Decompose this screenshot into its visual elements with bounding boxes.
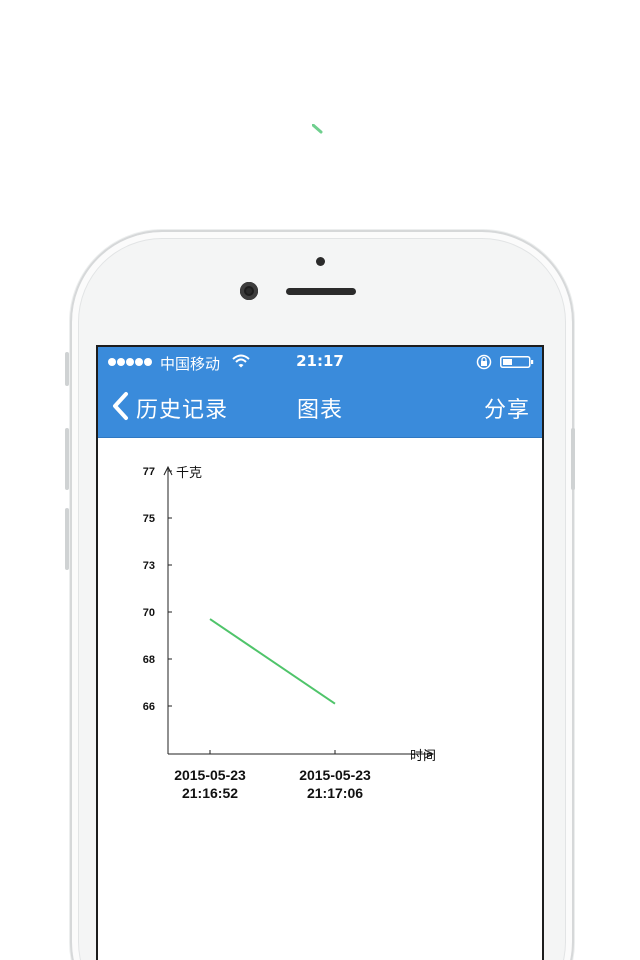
status-time: 21:17	[296, 352, 344, 370]
y-tick-label: 66	[143, 701, 155, 713]
front-camera	[240, 282, 258, 300]
x-axis-arrow-icon	[424, 749, 435, 759]
y-tick-label: 68	[143, 654, 155, 666]
x-tick-group: 2015-05-23 21:16:52 2015-05-23 21:17:06	[174, 750, 371, 801]
x-tick-date-label: 2015-05-23	[299, 767, 371, 783]
phone-screen: 中国移动 21:17	[96, 345, 544, 960]
y-tick-label: 73	[143, 560, 155, 572]
page-title: 图表	[296, 398, 343, 423]
decorative-mark	[312, 124, 323, 134]
navigation-bar: 历史记录 图表 分享	[98, 377, 542, 437]
volume-up-button	[65, 428, 69, 490]
y-axis-title: 千克	[176, 466, 202, 481]
app-header: 中国移动 21:17	[98, 347, 542, 438]
mute-switch	[65, 352, 69, 386]
signal-dots-icon	[108, 358, 153, 366]
x-tick-time-label: 21:16:52	[182, 785, 238, 801]
x-axis-title: 时间	[410, 749, 436, 764]
volume-down-button	[65, 508, 69, 570]
chevron-left-icon[interactable]	[110, 391, 130, 421]
wifi-icon	[232, 354, 250, 368]
battery-icon	[500, 356, 534, 368]
y-tick-label: 70	[143, 607, 155, 619]
power-button	[571, 428, 575, 490]
series-group	[209, 618, 336, 705]
y-tick-label: 77	[143, 466, 155, 478]
carrier-name: 中国移动	[160, 355, 221, 373]
weight-series-line	[209, 618, 336, 705]
x-tick-date-label: 2015-05-23	[174, 767, 246, 783]
proximity-sensor	[316, 257, 325, 266]
x-tick-time-label: 21:17:06	[307, 785, 363, 801]
earpiece-speaker	[286, 288, 356, 295]
back-button[interactable]: 历史记录	[136, 398, 229, 423]
share-button[interactable]: 分享	[483, 398, 530, 423]
y-axis-arrow-icon	[163, 465, 173, 476]
status-bar: 中国移动 21:17	[98, 347, 542, 377]
orientation-lock-icon	[476, 354, 492, 370]
y-tick-label: 75	[143, 513, 155, 525]
y-tick-group: 77 75 73 70 68 66	[143, 466, 172, 713]
